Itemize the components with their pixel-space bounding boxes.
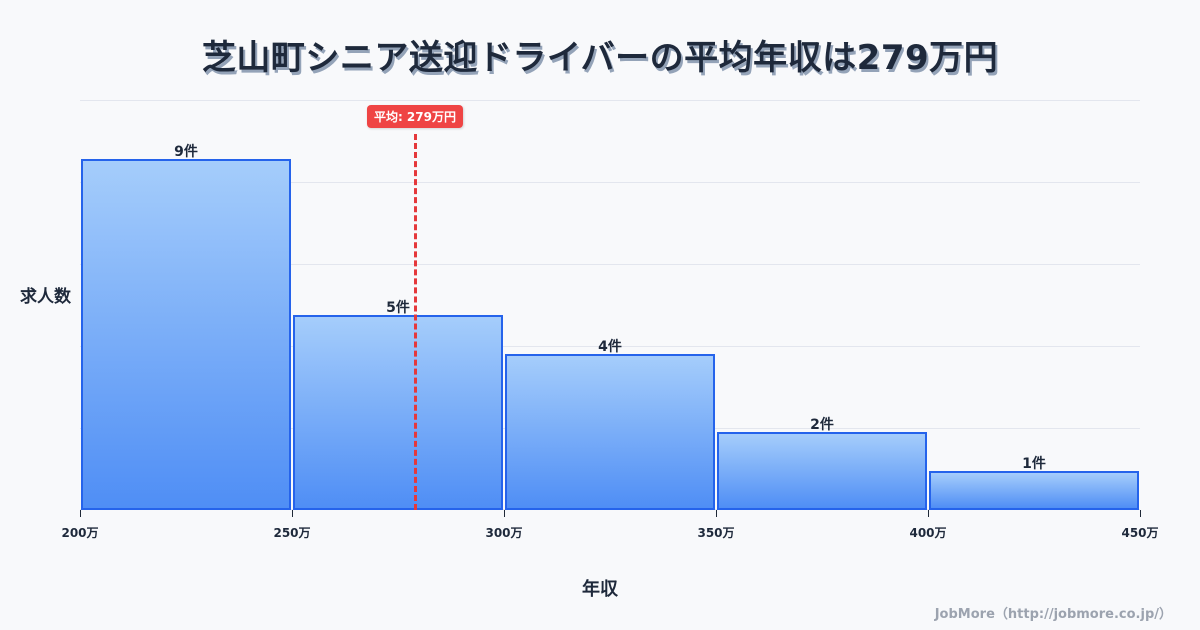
gridline xyxy=(80,264,1140,265)
gridline xyxy=(80,182,1140,183)
mean-badge: 平均: 279万円 xyxy=(366,105,463,128)
chart-title: 芝山町シニア送迎ドライバーの平均年収は279万円 xyxy=(201,38,999,78)
x-tick xyxy=(80,510,81,517)
x-tick xyxy=(292,510,293,517)
histogram-bar: 2件 xyxy=(717,417,927,510)
histogram-bar: 5件 xyxy=(293,300,503,510)
x-tick-label: 300万 xyxy=(485,526,523,540)
histogram-bar: 1件 xyxy=(929,456,1139,510)
histogram-bar: 9件 xyxy=(81,144,291,510)
x-tick xyxy=(716,510,717,517)
x-tick-label: 200万 xyxy=(61,526,99,540)
bar-value-label: 1件 xyxy=(1022,455,1046,472)
source-credit: JobMore（http://jobmore.co.jp/） xyxy=(934,607,1172,622)
x-tick-label: 350万 xyxy=(697,526,735,540)
histogram-bar: 4件 xyxy=(505,339,715,510)
bar-value-label: 9件 xyxy=(174,143,198,160)
plot-area: 9件 5件 4件 2件 1件 平均: 279万円 xyxy=(80,100,1140,510)
bar-value-label: 5件 xyxy=(386,299,410,316)
bar-value-label: 2件 xyxy=(810,416,834,433)
x-tick xyxy=(504,510,505,517)
gridline xyxy=(80,346,1140,347)
x-tick-label: 250万 xyxy=(273,526,311,540)
mean-line xyxy=(413,134,417,510)
x-tick xyxy=(1140,510,1141,517)
x-tick-label: 400万 xyxy=(909,526,947,540)
bar-value-label: 4件 xyxy=(598,338,622,355)
y-axis-label: 求人数 xyxy=(20,287,71,307)
gridline xyxy=(80,100,1140,101)
x-tick-label: 450万 xyxy=(1121,526,1159,540)
x-tick xyxy=(928,510,929,517)
x-axis-label: 年収 xyxy=(582,579,618,600)
